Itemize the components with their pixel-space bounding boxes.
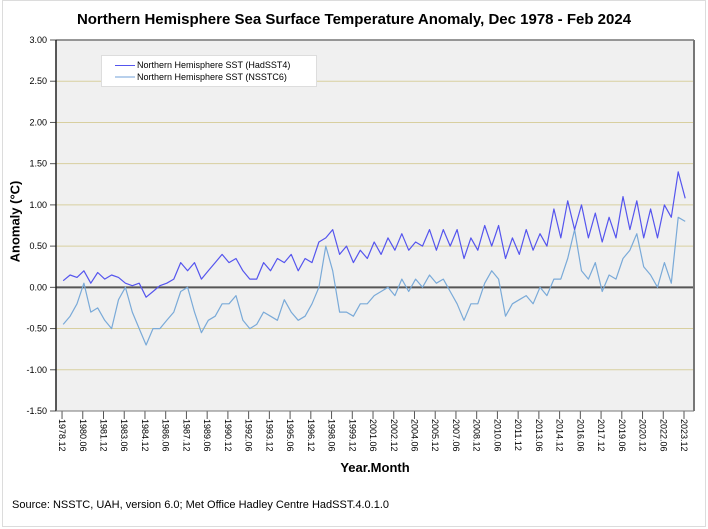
y-tick-label: -1.50 bbox=[26, 406, 47, 416]
x-tick-label: 1992.06 bbox=[244, 419, 254, 452]
x-tick-label: 1987.12 bbox=[181, 419, 191, 452]
x-tick-label: 1980.06 bbox=[78, 419, 88, 452]
y-tick-label: 1.50 bbox=[29, 159, 47, 169]
x-tick-label: 2007.06 bbox=[451, 419, 461, 452]
x-tick-label: 2019.06 bbox=[617, 419, 627, 452]
x-tick-label: 2001.06 bbox=[368, 419, 378, 452]
chart-title: Northern Hemisphere Sea Surface Temperat… bbox=[76, 11, 632, 28]
x-tick-label: 2016.06 bbox=[575, 419, 585, 452]
y-tick-label: -1.00 bbox=[26, 365, 47, 375]
x-tick-label: 1999.12 bbox=[347, 419, 357, 452]
x-tick-label: 1983.06 bbox=[119, 419, 129, 452]
x-tick-label: 1995.06 bbox=[285, 419, 295, 452]
y-tick-label: 3.00 bbox=[29, 35, 47, 45]
y-tick-label: 2.50 bbox=[29, 76, 47, 86]
legend-item-hadsst4: Northern Hemisphere SST (HadSST4) bbox=[102, 59, 290, 71]
x-axis-label: Year.Month bbox=[340, 460, 410, 475]
y-tick-label: 1.00 bbox=[29, 200, 47, 210]
legend-swatch-hadsst4 bbox=[115, 64, 135, 66]
x-tick-label: 2022.06 bbox=[658, 419, 668, 452]
x-tick-label: 2020.12 bbox=[638, 419, 648, 452]
x-tick-label: 1998.06 bbox=[327, 419, 337, 452]
source-note: Source: NSSTC, UAH, version 6.0; Met Off… bbox=[12, 499, 390, 511]
y-tick-label: 0.50 bbox=[29, 241, 47, 251]
x-tick-label: 2005.12 bbox=[430, 419, 440, 452]
x-tick-label: 1990.12 bbox=[223, 419, 233, 452]
x-tick-label: 1981.12 bbox=[98, 419, 108, 452]
x-tick-label: 2011.12 bbox=[513, 419, 523, 451]
legend-label-hadsst4: Northern Hemisphere SST (HadSST4) bbox=[137, 60, 291, 70]
x-tick-label: 1984.12 bbox=[140, 419, 150, 452]
legend-label-nsstc6: Northern Hemisphere SST (NSSTC6) bbox=[137, 72, 287, 82]
x-tick-label: 2004.06 bbox=[409, 419, 419, 452]
x-tick-label: 2014.12 bbox=[555, 419, 565, 452]
x-tick-label: 2002.12 bbox=[389, 419, 399, 452]
x-tick-label: 2013.06 bbox=[534, 419, 544, 452]
series-line-hadsst4 bbox=[62, 171, 686, 298]
series-line-nsstc6 bbox=[62, 216, 686, 346]
legend: Northern Hemisphere SST (HadSST4) Northe… bbox=[101, 55, 317, 87]
x-tick-label: 1993.12 bbox=[264, 419, 274, 452]
y-tick-label: -0.50 bbox=[26, 324, 47, 334]
legend-item-nsstc6: Northern Hemisphere SST (NSSTC6) bbox=[102, 71, 287, 83]
legend-swatch-nsstc6 bbox=[115, 76, 135, 78]
plot-background bbox=[56, 40, 694, 411]
x-tick-label: 2023.12 bbox=[679, 419, 689, 452]
y-tick-label: 2.00 bbox=[29, 117, 47, 127]
x-tick-label: 2008.12 bbox=[472, 419, 482, 452]
y-tick-label: 0.00 bbox=[29, 282, 47, 292]
x-tick-label: 1978.12 bbox=[57, 419, 67, 452]
x-tick-label: 1996.12 bbox=[306, 419, 316, 452]
x-tick-label: 2010.06 bbox=[492, 419, 502, 452]
x-tick-label: 1989.06 bbox=[202, 419, 212, 452]
x-tick-label: 2017.12 bbox=[596, 419, 606, 452]
x-tick-label: 1986.06 bbox=[161, 419, 171, 452]
